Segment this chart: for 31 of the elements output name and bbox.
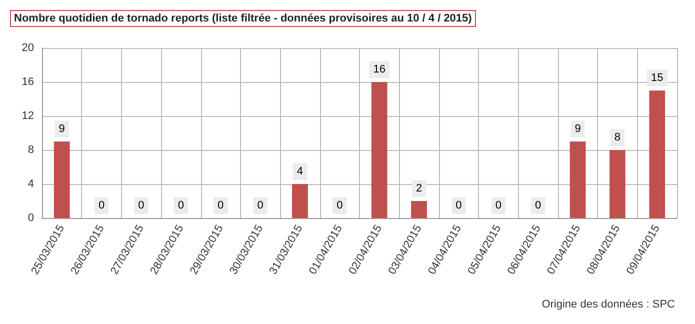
data-label: 9 <box>58 123 65 135</box>
data-label: 0 <box>456 200 462 212</box>
chart-title: Nombre quotidien de tornado reports (liste filtrée - données provisoires au 10 / 4 / 2015) <box>14 12 472 24</box>
data-label: 0 <box>218 200 224 212</box>
bar <box>292 184 308 218</box>
data-label: 2 <box>416 182 422 194</box>
data-label: 0 <box>138 200 144 212</box>
bar <box>54 142 70 218</box>
data-label: 8 <box>614 132 621 144</box>
bar <box>570 142 586 218</box>
y-tick-label: 20 <box>22 42 34 54</box>
data-label: 0 <box>98 200 105 212</box>
y-tick-label: 4 <box>28 178 34 190</box>
text: Origine des données : SPC <box>542 298 676 310</box>
data-label: 15 <box>651 72 664 84</box>
y-tick-label: 12 <box>22 110 34 122</box>
bar <box>371 82 388 218</box>
bar <box>649 90 666 218</box>
data-label: 0 <box>178 200 184 212</box>
y-tick-label: 16 <box>22 76 34 88</box>
data-label: 0 <box>535 200 542 212</box>
data-label: 16 <box>373 64 386 76</box>
y-tick-label: 8 <box>28 144 34 156</box>
bar <box>610 150 626 218</box>
bar <box>411 201 427 218</box>
data-label: 0 <box>495 200 502 212</box>
data-label: 0 <box>336 200 343 212</box>
data-label: 4 <box>296 166 304 178</box>
data-label: 9 <box>574 123 581 135</box>
data-label: 0 <box>257 200 264 212</box>
y-tick-label: 0 <box>28 212 34 224</box>
